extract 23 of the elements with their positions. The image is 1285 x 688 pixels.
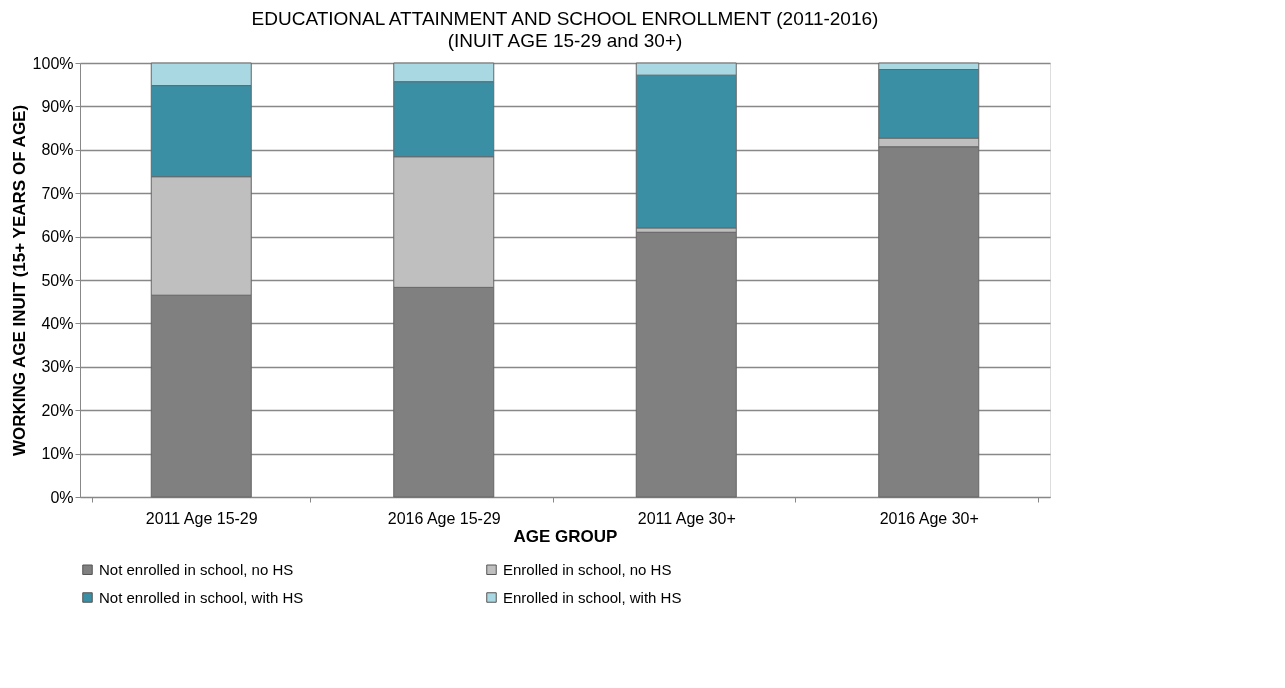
- x-tick-label: 2016 Age 15-29: [387, 509, 501, 527]
- y-tick-label: 30%: [41, 358, 74, 376]
- x-tick-label: 2011 Age 30+: [637, 509, 736, 527]
- legend-label: Enrolled in school, with HS: [503, 588, 682, 606]
- legend-label: Not enrolled in school, no HS: [99, 560, 294, 578]
- chart-subtitle: (INUIT AGE 15-29 and 30+): [447, 30, 683, 51]
- y-tick-label: 0%: [50, 488, 74, 506]
- legend-label: Not enrolled in school, with HS: [99, 588, 304, 606]
- y-tick-label: 80%: [41, 141, 74, 159]
- y-tick-label: 10%: [41, 445, 74, 463]
- y-tick-label: 90%: [41, 97, 74, 115]
- y-tick-label: 50%: [41, 271, 74, 289]
- legend-label: Enrolled in school, no HS: [503, 560, 672, 578]
- x-axis-title: AGE GROUP: [513, 526, 618, 546]
- y-axis-title: WORKING AGE INUIT (15+ YEARS OF AGE): [9, 104, 29, 457]
- y-tick-label: 40%: [41, 314, 74, 332]
- y-tick-label: 20%: [41, 401, 74, 419]
- x-tick-label: 2011 Age 15-29: [145, 509, 258, 527]
- chart-title: EDUCATIONAL ATTAINMENT AND SCHOOL ENROLLMENT (2011-2016): [251, 8, 879, 29]
- y-tick-label: 100%: [32, 54, 74, 72]
- y-tick-label: 60%: [41, 228, 74, 246]
- y-tick-label: 70%: [41, 184, 74, 202]
- x-tick-label: 2016 Age 30+: [879, 509, 979, 527]
